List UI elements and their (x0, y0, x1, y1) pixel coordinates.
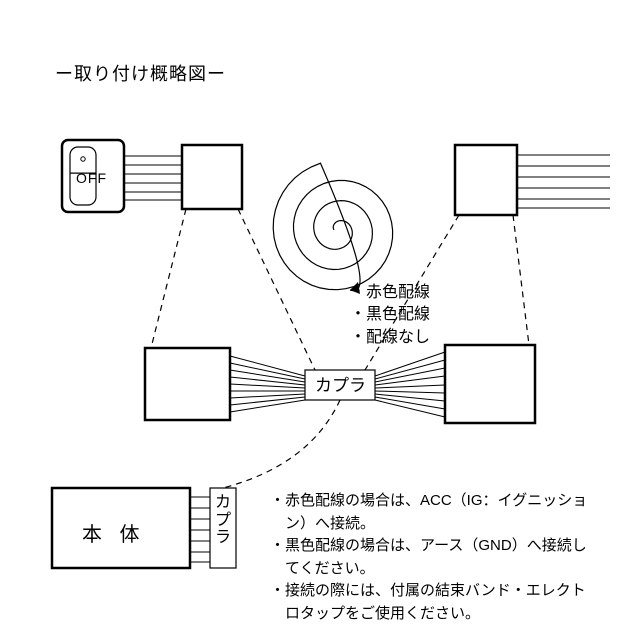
main-body-label: 本 体 (82, 518, 146, 547)
coupler-vertical-label: カプラ (215, 494, 231, 547)
note-accessories: ・接続の際には、付属の結束バンド・エレクトロタップをご使用ください。 (270, 580, 600, 625)
connection-notes: ・赤色配線の場合は、ACC（IG：イグニッション）へ接続。 ・黒色配線の場合は、… (270, 490, 600, 625)
legend-item-black: ・黒色配線 (350, 304, 430, 326)
note-black-wire: ・黒色配線の場合は、アース（GND）へ接続してください。 (270, 535, 600, 580)
legend-item-red: ・赤色配線 (350, 282, 430, 304)
switch-off-label: OFF (76, 170, 107, 186)
legend-item-none: ・配線なし (350, 327, 430, 349)
note-red-wire: ・赤色配線の場合は、ACC（IG：イグニッション）へ接続。 (270, 490, 600, 535)
svg-text:カプラ: カプラ (315, 376, 366, 395)
wire-type-legend: ・赤色配線 ・黒色配線 ・配線なし (350, 282, 430, 349)
